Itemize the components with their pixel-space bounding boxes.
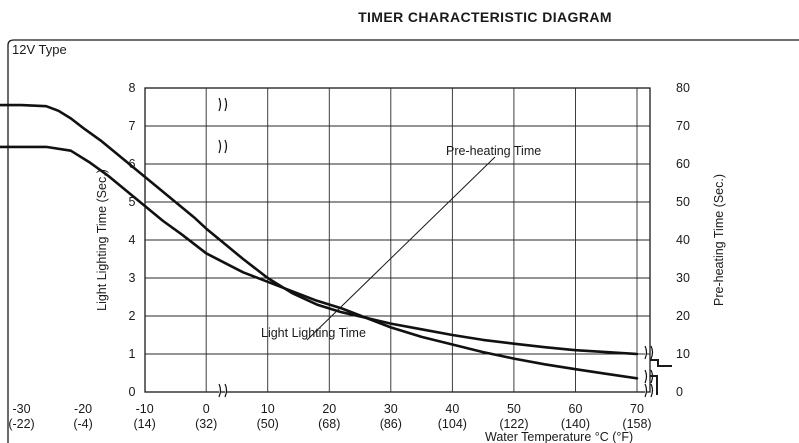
y2-tick-label: 40 xyxy=(676,233,690,247)
y2-tick-label: 60 xyxy=(676,157,690,171)
y-axis-label: Light Lighting Time (Sec.) xyxy=(95,169,109,311)
x-tick-label-c: 0 xyxy=(203,402,210,416)
series-curves xyxy=(0,103,639,380)
right-axis-ticks: 0 10 20 30 40 50 60 70 80 xyxy=(676,81,690,399)
break-mark-right-axis xyxy=(644,383,654,398)
grid-lines xyxy=(145,88,650,392)
light-annotation: Light Lighting Time xyxy=(261,326,366,340)
y2-tick-label: 50 xyxy=(676,195,690,209)
y-tick-label: 8 xyxy=(129,81,136,95)
y-tick-label: 7 xyxy=(129,119,136,133)
y2-tick-label: 10 xyxy=(676,347,690,361)
x-tick-label-f: (-4) xyxy=(73,417,92,431)
right-step-preheat xyxy=(650,359,672,367)
y-tick-label: 0 xyxy=(129,385,136,399)
chart-subtitle: 12V Type xyxy=(12,42,67,57)
preheat-time-curve xyxy=(0,103,639,356)
x-tick-label-f: (158) xyxy=(622,417,651,431)
x-tick-label-c: 60 xyxy=(569,402,583,416)
preheat-annotation: Pre-heating Time xyxy=(446,144,541,158)
y2-tick-label: 20 xyxy=(676,309,690,323)
x-tick-label-c: 70 xyxy=(630,402,644,416)
break-mark-preheat-right xyxy=(644,345,654,360)
right-step-light xyxy=(650,375,658,395)
y-tick-label: 3 xyxy=(129,271,136,285)
light-lighting-time-curve xyxy=(0,145,639,380)
break-mark-x-axis xyxy=(218,383,228,398)
y-tick-label: 5 xyxy=(129,195,136,209)
y-tick-label: 6 xyxy=(129,157,136,171)
x-tick-label-c: 40 xyxy=(445,402,459,416)
x-tick-label-f: (-22) xyxy=(8,417,34,431)
y-tick-label: 4 xyxy=(129,233,136,247)
x-tick-label-f: (122) xyxy=(499,417,528,431)
x-tick-label-c: 10 xyxy=(261,402,275,416)
x-tick-label-c: 50 xyxy=(507,402,521,416)
x-tick-label-c: 20 xyxy=(322,402,336,416)
chart-title: TIMER CHARACTERISTIC DIAGRAM xyxy=(358,9,612,25)
break-mark-preheat-left xyxy=(218,97,228,112)
preheat-leader-line xyxy=(306,156,496,341)
x-tick-label-f: (68) xyxy=(318,417,340,431)
y2-tick-label: 30 xyxy=(676,271,690,285)
x-tick-label-c: -30 xyxy=(13,402,31,416)
left-axis-ticks: 0 1 2 3 4 5 6 7 8 xyxy=(129,81,136,399)
y2-tick-label: 80 xyxy=(676,81,690,95)
x-tick-label-c: 30 xyxy=(384,402,398,416)
x-axis-ticks: -30(-22) -20(-4) -10(14) 0(32) 10(50) 20(68) 3… xyxy=(8,402,651,431)
x-tick-label-f: (14) xyxy=(134,417,156,431)
x-tick-label-f: (32) xyxy=(195,417,217,431)
y2-tick-label: 0 xyxy=(676,385,683,399)
x-tick-label-f: (86) xyxy=(380,417,402,431)
x-tick-label-c: -10 xyxy=(136,402,154,416)
x-axis-label: Water Temperature °C (°F) xyxy=(485,430,633,443)
y2-axis-label: Pre-heating Time (Sec.) xyxy=(712,174,726,306)
x-tick-label-f: (104) xyxy=(438,417,467,431)
diagram-frame xyxy=(7,39,799,443)
y2-tick-label: 70 xyxy=(676,119,690,133)
x-tick-label-c: -20 xyxy=(74,402,92,416)
break-mark-light-left xyxy=(218,139,228,154)
x-tick-label-f: (140) xyxy=(561,417,590,431)
y-tick-label: 1 xyxy=(129,347,136,361)
x-tick-label-f: (50) xyxy=(257,417,279,431)
axis-break-marks xyxy=(218,97,672,398)
y-tick-label: 2 xyxy=(129,309,136,323)
